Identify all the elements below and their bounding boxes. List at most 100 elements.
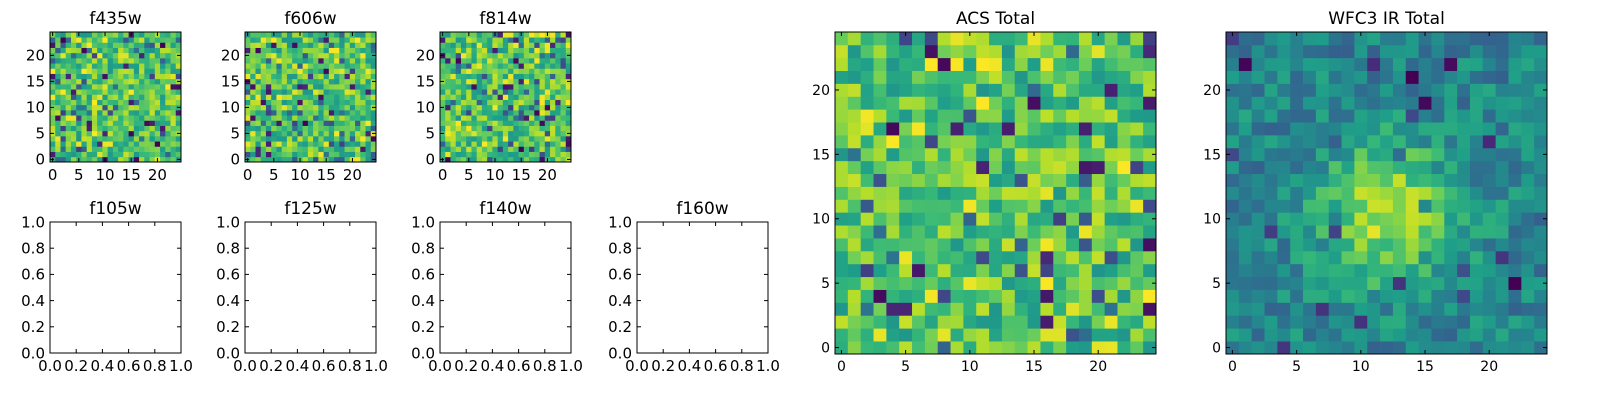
heatmap-cell — [1418, 315, 1432, 329]
heatmap-cell — [1066, 315, 1080, 329]
heatmap-cell — [318, 94, 324, 100]
heatmap-cell — [976, 186, 990, 200]
heatmap-cell — [937, 135, 951, 149]
heatmap-cell — [133, 115, 140, 121]
heatmap-cell — [318, 99, 324, 106]
heatmap-cell — [97, 115, 103, 121]
heatmap-cell — [1380, 70, 1394, 84]
heatmap-cell — [513, 141, 519, 147]
heatmap-cell — [349, 37, 356, 43]
heatmap-cell — [523, 73, 530, 80]
heatmap-cell — [565, 42, 572, 48]
heatmap-cell — [86, 58, 93, 64]
heatmap-cell — [123, 104, 129, 111]
heatmap-cell — [565, 120, 572, 126]
heatmap-cell — [339, 58, 345, 64]
heatmap-cell — [1091, 44, 1105, 59]
heatmap-cell — [487, 84, 493, 90]
heatmap-cell — [175, 68, 182, 74]
heatmap-cell — [286, 151, 293, 158]
heatmap-cell — [1418, 238, 1432, 252]
heatmap-cell — [118, 78, 124, 85]
heatmap-cell — [565, 68, 572, 74]
heatmap-cell — [1001, 135, 1016, 149]
heatmap-cell — [508, 156, 514, 163]
heatmap-cell — [873, 225, 887, 239]
heatmap-cell — [886, 302, 900, 316]
heatmap-cell — [1380, 96, 1394, 110]
heatmap-cell — [65, 47, 72, 54]
heatmap-cell — [471, 141, 478, 147]
heatmap-cell — [1040, 315, 1054, 329]
heatmap-cell — [144, 89, 150, 95]
heatmap-cell — [271, 104, 277, 111]
heatmap-cell — [539, 99, 546, 106]
x-tick-label: 1.0 — [756, 357, 780, 375]
heatmap-cell — [860, 70, 874, 84]
heatmap-cell — [1341, 225, 1355, 239]
heatmap-cell — [950, 70, 964, 84]
heatmap-cell — [76, 146, 82, 152]
heatmap-cell — [170, 47, 177, 54]
heatmap-cell — [560, 84, 567, 90]
heatmap-cell — [139, 52, 145, 59]
heatmap-cell — [523, 94, 530, 100]
heatmap-cell — [912, 70, 926, 84]
heatmap-cell — [989, 173, 1003, 187]
heatmap-cell — [455, 37, 462, 43]
heatmap-cell — [318, 125, 324, 132]
heatmap-cell — [497, 42, 504, 48]
heatmap-cell — [1457, 96, 1471, 110]
heatmap-cell — [1431, 109, 1445, 123]
heatmap-cell — [1367, 32, 1381, 46]
heatmap-cell — [1277, 212, 1291, 226]
heatmap-cell — [529, 47, 535, 54]
heatmap-cell — [924, 57, 939, 71]
heatmap-cell — [518, 99, 525, 106]
heatmap-cell — [149, 136, 156, 142]
heatmap-cell — [1226, 173, 1240, 187]
y-tick-label: 0.2 — [21, 318, 45, 336]
heatmap-cell — [523, 125, 530, 132]
heatmap-cell — [165, 63, 171, 69]
heatmap-cell — [544, 73, 551, 80]
heatmap-cell — [297, 115, 303, 121]
heatmap-cell — [1001, 212, 1016, 226]
heatmap-cell — [60, 84, 67, 90]
heatmap-cell — [1495, 109, 1509, 123]
heatmap-cell — [318, 141, 324, 147]
heatmap-cell — [339, 73, 345, 80]
heatmap-cell — [1354, 109, 1368, 123]
heatmap-cell — [149, 94, 156, 100]
heatmap-cell — [133, 37, 140, 43]
heatmap-cell — [102, 73, 108, 80]
y-tick-label: 5 — [230, 125, 240, 143]
heatmap-cell — [76, 47, 82, 54]
heatmap-cell — [1405, 212, 1419, 226]
heatmap-cell — [518, 47, 525, 54]
heatmap-cell — [912, 212, 926, 226]
heatmap-cell — [886, 225, 900, 239]
heatmap-cell — [102, 68, 108, 74]
heatmap-cell — [976, 341, 990, 355]
heatmap-cell — [518, 52, 525, 59]
heatmap-cell — [847, 302, 862, 316]
heatmap-cell — [175, 151, 182, 158]
heatmap-cell — [460, 68, 467, 74]
heatmap-cell — [1014, 276, 1028, 290]
heatmap-cell — [534, 32, 540, 38]
heatmap-cell — [544, 37, 551, 43]
heatmap-cell — [170, 104, 177, 111]
heatmap-cell — [123, 84, 129, 90]
heatmap-cell — [102, 104, 108, 111]
heatmap-cell — [492, 73, 498, 80]
heatmap-cell — [963, 57, 977, 71]
heatmap-cell — [471, 58, 478, 64]
heatmap-cell — [1264, 186, 1278, 200]
heatmap-cell — [523, 47, 530, 54]
heatmap-cell — [529, 130, 535, 137]
heatmap-cell — [560, 37, 567, 43]
heatmap-cell — [989, 70, 1003, 84]
heatmap-cell — [86, 78, 93, 85]
heatmap-cell — [860, 199, 874, 213]
